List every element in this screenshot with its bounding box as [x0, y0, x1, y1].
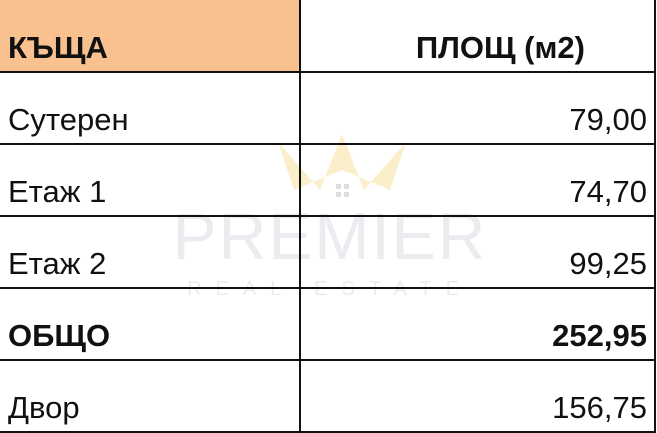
row-label: Сутерен: [8, 102, 129, 137]
row-divider: [0, 143, 656, 145]
row-divider: [0, 287, 656, 289]
row-value: 79,00: [569, 102, 647, 137]
header-area: ПЛОЩ (м2): [415, 30, 585, 65]
row-divider: [0, 71, 656, 73]
row-divider: [0, 359, 656, 361]
row-label: Етаж 1: [8, 174, 107, 209]
column-divider: [654, 0, 656, 433]
header-house: КЪЩА: [0, 0, 300, 72]
row-label: Етаж 2: [8, 246, 107, 281]
row-value: 99,25: [569, 246, 647, 281]
row-divider: [0, 215, 656, 217]
total-value: 252,95: [552, 318, 647, 353]
row-value: 74,70: [569, 174, 647, 209]
row-divider: [0, 431, 656, 433]
row-label: Двор: [8, 390, 80, 425]
row-value: 156,75: [552, 390, 647, 425]
column-divider: [299, 0, 301, 433]
total-label: ОБЩО: [8, 318, 111, 353]
